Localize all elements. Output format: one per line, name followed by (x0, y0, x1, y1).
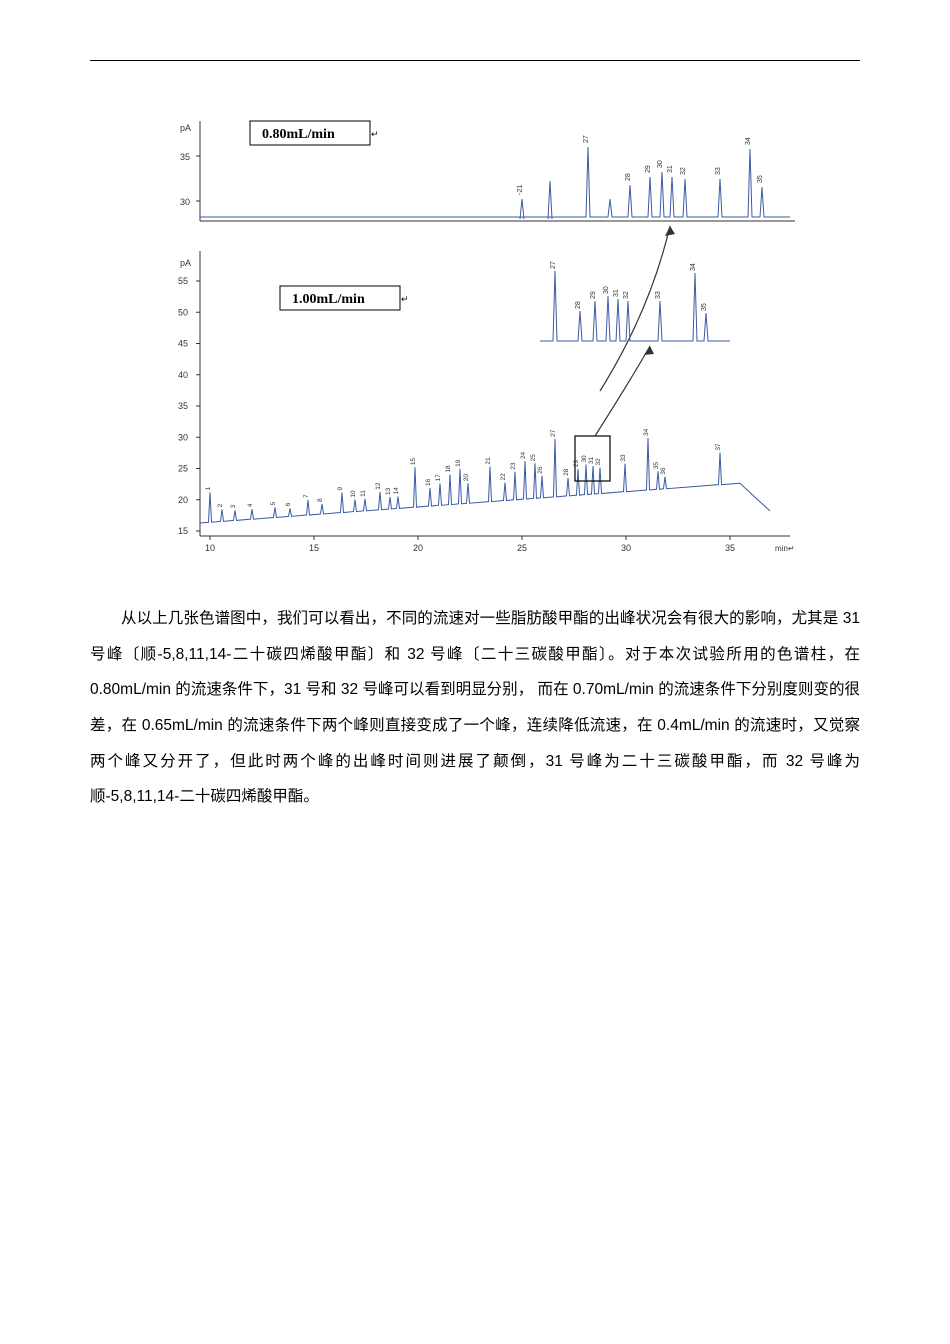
svg-text:35: 35 (757, 175, 764, 183)
svg-text:4: 4 (247, 503, 254, 507)
svg-text:28: 28 (575, 301, 582, 309)
svg-text:34: 34 (745, 137, 752, 145)
svg-text:16: 16 (425, 478, 432, 486)
svg-text:45: 45 (178, 339, 188, 349)
svg-text:33: 33 (655, 291, 662, 299)
svg-text:15: 15 (309, 543, 319, 553)
body-paragraph: 从以上几张色谱图中，我们可以看出，不同的流速对一些脂肪酸甲酯的出峰状况会有很大的… (90, 601, 860, 815)
svg-text:min↵: min↵ (775, 544, 795, 553)
svg-text:15: 15 (178, 526, 188, 536)
svg-text:55: 55 (178, 276, 188, 286)
chromatogram-svg: 35 30 pA -21 0.80mL/min ↵ (150, 91, 800, 561)
svg-text:32: 32 (623, 291, 630, 299)
svg-text:↵: ↵ (371, 129, 379, 139)
svg-text:5: 5 (270, 501, 277, 505)
svg-text:22: 22 (500, 473, 507, 481)
svg-text:-21: -21 (517, 185, 524, 195)
svg-text:pA: pA (180, 123, 191, 133)
svg-text:30: 30 (180, 197, 190, 207)
svg-text:32: 32 (680, 167, 687, 175)
svg-text:10: 10 (350, 490, 357, 498)
svg-text:35: 35 (725, 543, 735, 553)
svg-text:34: 34 (643, 428, 650, 436)
svg-text:29: 29 (573, 460, 580, 468)
svg-text:30: 30 (178, 432, 188, 442)
svg-text:28: 28 (563, 468, 570, 476)
svg-text:27: 27 (583, 135, 590, 143)
top-rule (90, 60, 860, 61)
svg-text:30: 30 (621, 543, 631, 553)
svg-text:20: 20 (413, 543, 423, 553)
svg-text:8: 8 (317, 498, 324, 502)
svg-text:1.00mL/min: 1.00mL/min (292, 292, 365, 307)
svg-text:35: 35 (653, 462, 660, 470)
svg-text:23: 23 (510, 462, 517, 470)
svg-text:27: 27 (550, 261, 557, 269)
svg-text:14: 14 (393, 487, 400, 495)
svg-text:26: 26 (537, 466, 544, 474)
svg-text:40: 40 (178, 370, 188, 380)
svg-text:25: 25 (530, 454, 537, 462)
svg-text:15: 15 (410, 458, 417, 466)
svg-text:18: 18 (445, 465, 452, 473)
svg-text:35: 35 (701, 303, 708, 311)
svg-text:35: 35 (178, 401, 188, 411)
svg-text:3: 3 (230, 504, 237, 508)
main-chart-100: pA 555045403530252015 101520253035 min↵ … (178, 251, 795, 553)
svg-text:2: 2 (217, 503, 224, 507)
svg-text:13: 13 (385, 487, 392, 495)
svg-text:7: 7 (303, 494, 310, 498)
svg-text:17: 17 (435, 474, 442, 482)
svg-text:32: 32 (595, 458, 602, 466)
svg-text:10: 10 (205, 543, 215, 553)
svg-text:30: 30 (581, 455, 588, 463)
svg-text:21: 21 (485, 457, 492, 465)
svg-text:12: 12 (375, 482, 382, 490)
svg-text:↵: ↵ (401, 294, 409, 304)
svg-text:29: 29 (590, 291, 597, 299)
svg-text:37: 37 (715, 443, 722, 451)
svg-text:31: 31 (667, 165, 674, 173)
svg-text:25: 25 (178, 464, 188, 474)
svg-text:31: 31 (613, 289, 620, 297)
svg-text:20: 20 (463, 474, 470, 482)
svg-text:27: 27 (550, 429, 557, 437)
svg-text:20: 20 (178, 495, 188, 505)
svg-text:35: 35 (180, 152, 190, 162)
svg-text:50: 50 (178, 307, 188, 317)
svg-text:29: 29 (645, 165, 652, 173)
svg-text:25: 25 (517, 543, 527, 553)
svg-text:6: 6 (285, 502, 292, 506)
svg-text:33: 33 (620, 454, 627, 462)
svg-text:28: 28 (625, 173, 632, 181)
svg-text:36: 36 (660, 467, 667, 475)
chromatogram-figure: 35 30 pA -21 0.80mL/min ↵ (150, 91, 800, 561)
svg-text:30: 30 (657, 160, 664, 168)
svg-text:19: 19 (455, 459, 462, 467)
svg-text:0.80mL/min: 0.80mL/min (262, 127, 335, 142)
svg-text:9: 9 (337, 487, 344, 491)
svg-text:1: 1 (205, 486, 212, 490)
svg-text:24: 24 (520, 451, 527, 459)
svg-text:30: 30 (603, 286, 610, 294)
svg-text:pA: pA (180, 258, 191, 268)
svg-text:11: 11 (360, 490, 367, 497)
svg-text:34: 34 (690, 263, 697, 271)
svg-text:33: 33 (715, 167, 722, 175)
svg-text:31: 31 (588, 456, 595, 464)
